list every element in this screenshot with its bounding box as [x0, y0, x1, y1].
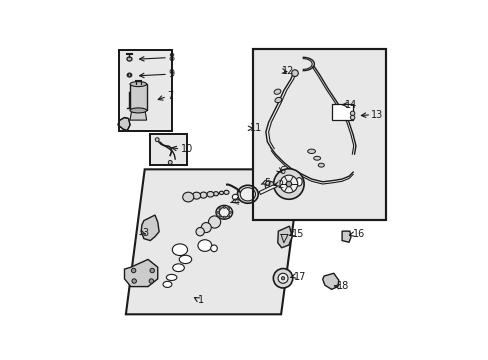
Text: 8: 8 — [168, 53, 174, 63]
Ellipse shape — [192, 192, 200, 199]
Text: 14: 14 — [345, 100, 357, 110]
Text: 15: 15 — [292, 229, 304, 239]
Circle shape — [201, 222, 211, 233]
Ellipse shape — [200, 192, 206, 198]
Circle shape — [291, 70, 298, 76]
Ellipse shape — [127, 57, 132, 61]
Text: 13: 13 — [370, 110, 383, 120]
Circle shape — [219, 208, 221, 210]
Text: 9: 9 — [168, 69, 174, 79]
Ellipse shape — [206, 192, 213, 197]
Bar — [252, 49, 385, 220]
Ellipse shape — [172, 264, 184, 271]
Circle shape — [150, 268, 154, 273]
Circle shape — [219, 207, 229, 217]
Ellipse shape — [307, 149, 315, 153]
Bar — [332, 104, 352, 120]
Circle shape — [217, 211, 219, 213]
Text: 3: 3 — [142, 228, 148, 238]
Text: 18: 18 — [336, 281, 348, 291]
Polygon shape — [277, 226, 292, 248]
Circle shape — [219, 215, 221, 217]
Circle shape — [229, 211, 231, 213]
Circle shape — [168, 161, 172, 164]
Bar — [150, 134, 186, 165]
Ellipse shape — [172, 244, 187, 256]
Ellipse shape — [166, 274, 177, 280]
Circle shape — [280, 175, 297, 193]
Circle shape — [223, 206, 225, 208]
Circle shape — [149, 279, 153, 283]
Bar — [252, 49, 385, 220]
Circle shape — [227, 208, 229, 210]
Ellipse shape — [127, 73, 131, 77]
Text: 5: 5 — [264, 178, 269, 188]
Circle shape — [273, 169, 304, 199]
Text: 2: 2 — [276, 180, 283, 190]
Polygon shape — [125, 169, 300, 314]
Ellipse shape — [198, 240, 211, 251]
Ellipse shape — [213, 192, 218, 196]
Ellipse shape — [295, 177, 302, 186]
Polygon shape — [124, 260, 158, 287]
Ellipse shape — [219, 191, 223, 194]
Polygon shape — [342, 231, 350, 242]
Ellipse shape — [274, 98, 281, 103]
Ellipse shape — [240, 188, 255, 201]
Ellipse shape — [130, 108, 146, 113]
Text: 6: 6 — [279, 166, 285, 176]
Ellipse shape — [130, 82, 146, 87]
Circle shape — [208, 216, 220, 228]
Circle shape — [223, 216, 225, 219]
Text: 16: 16 — [352, 229, 364, 239]
Circle shape — [350, 111, 354, 116]
Circle shape — [285, 181, 291, 187]
Bar — [119, 50, 171, 131]
Polygon shape — [141, 215, 159, 240]
Circle shape — [278, 273, 287, 283]
Circle shape — [210, 245, 217, 252]
Ellipse shape — [287, 176, 295, 187]
Ellipse shape — [264, 181, 271, 190]
Polygon shape — [322, 273, 338, 289]
Circle shape — [227, 215, 229, 217]
Ellipse shape — [224, 190, 228, 194]
Ellipse shape — [318, 163, 324, 167]
Ellipse shape — [183, 192, 193, 202]
Ellipse shape — [237, 185, 258, 203]
Polygon shape — [118, 117, 130, 131]
Ellipse shape — [216, 205, 232, 219]
Circle shape — [281, 276, 284, 280]
Ellipse shape — [232, 194, 238, 200]
Text: 11: 11 — [250, 123, 262, 133]
Ellipse shape — [163, 281, 172, 287]
Ellipse shape — [268, 182, 273, 189]
Circle shape — [155, 138, 159, 141]
Text: 12: 12 — [281, 66, 293, 76]
Bar — [150, 134, 186, 165]
Text: 10: 10 — [180, 144, 192, 154]
Circle shape — [196, 228, 204, 236]
Circle shape — [128, 74, 130, 76]
Text: 1: 1 — [198, 294, 203, 305]
Text: 7: 7 — [166, 91, 173, 102]
Circle shape — [131, 268, 136, 273]
Polygon shape — [130, 112, 146, 120]
Circle shape — [273, 269, 292, 288]
Ellipse shape — [179, 255, 191, 264]
Text: 17: 17 — [293, 271, 305, 282]
Ellipse shape — [274, 89, 280, 94]
Ellipse shape — [313, 156, 320, 160]
Bar — [130, 84, 146, 111]
Bar — [119, 50, 171, 131]
Circle shape — [132, 279, 136, 283]
Text: 4: 4 — [233, 197, 239, 207]
Circle shape — [350, 115, 354, 120]
